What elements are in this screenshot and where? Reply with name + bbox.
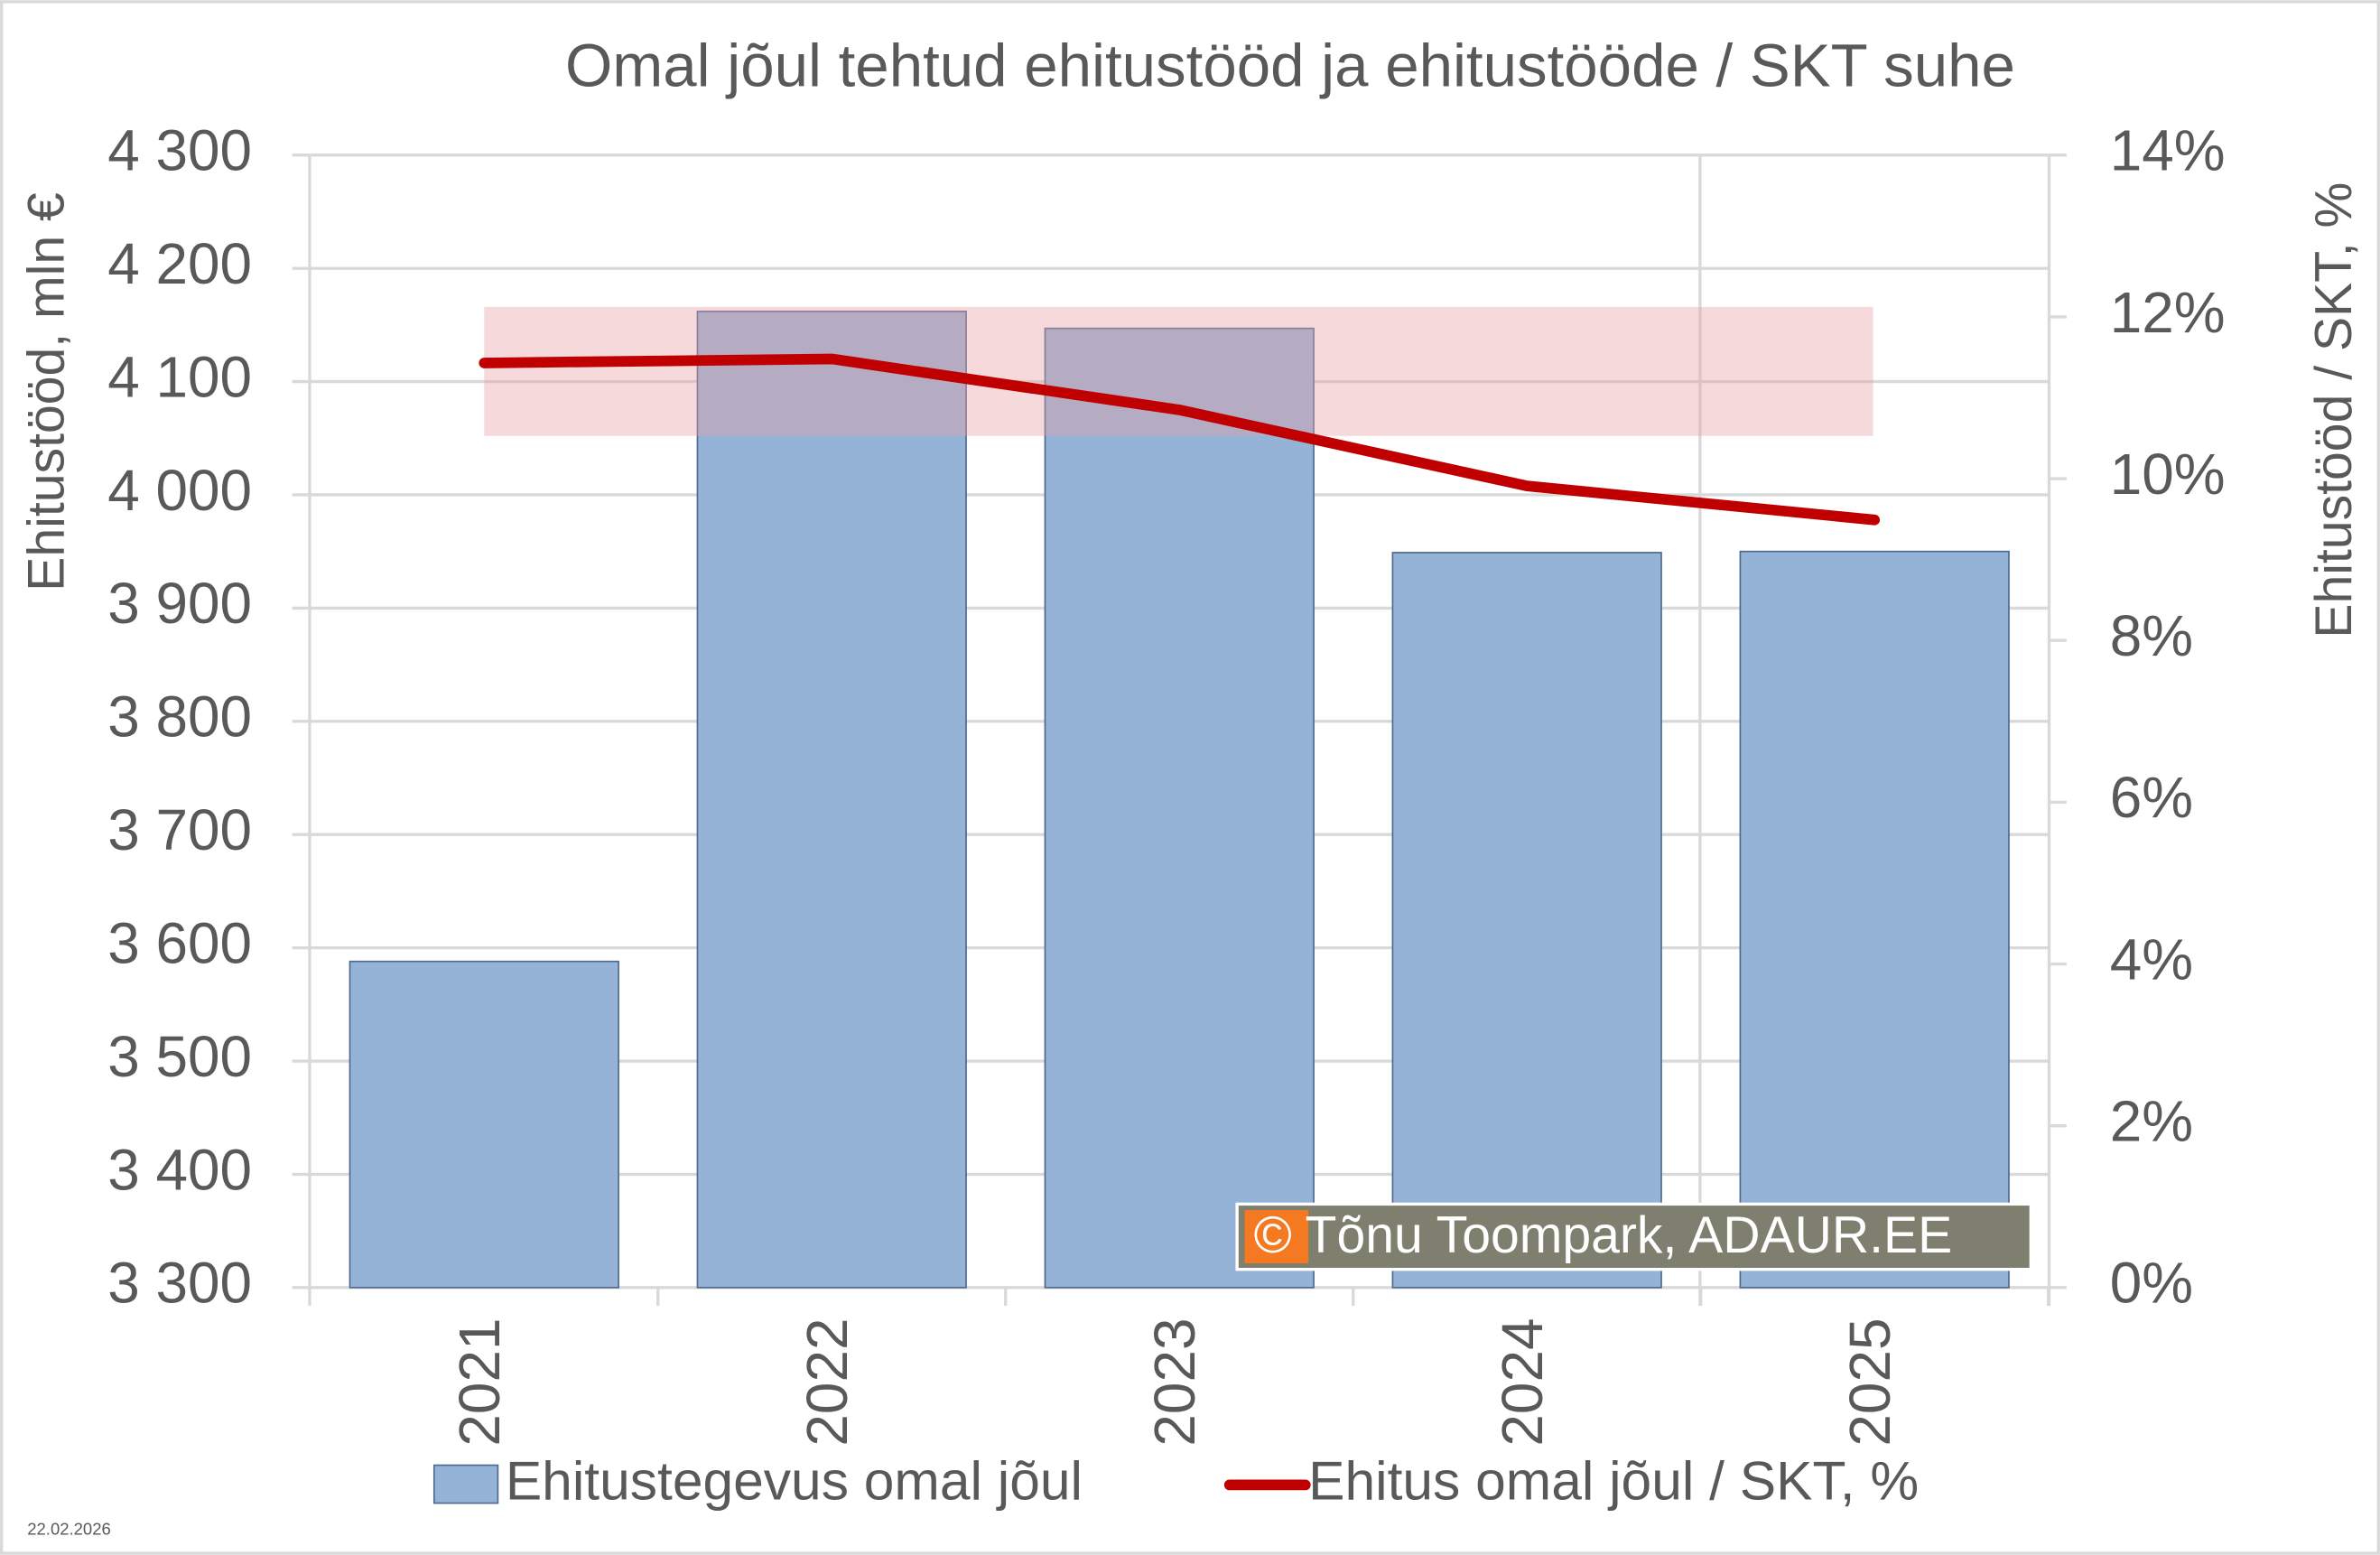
legend-swatch (432, 1464, 499, 1504)
watermark-box (1235, 1202, 2033, 1271)
y-tick-label: 3 700 (107, 797, 252, 862)
x-tick-label: 2023 (1142, 1318, 1207, 1446)
x-tick-label: 2025 (1837, 1318, 1902, 1446)
y2-axis-title: Ehitustööd / SKT, % (2305, 182, 2363, 638)
y-tick-label: 4 000 (107, 458, 252, 523)
watermark-icon (1244, 1210, 1309, 1263)
chart-title: Omal jõul tehtud ehitustööd ja ehitustöö… (565, 32, 2015, 99)
plot-area (349, 310, 2010, 1289)
y2-tick-label: 4% (2110, 926, 2193, 992)
y-tick-label: 4 200 (107, 231, 252, 296)
legend-label: Ehitus omal jõul / SKT, % (1308, 1449, 1919, 1511)
x-tick-label: 2021 (447, 1318, 512, 1446)
y-tick-label: 3 500 (107, 1024, 252, 1089)
watermark: © Tõnu Toompark, ADAUR.EE (1235, 1202, 2033, 1271)
y2-tick-label: 0% (2110, 1251, 2193, 1316)
y-tick-label: 4 100 (107, 344, 252, 409)
x-tick-label: 2024 (1490, 1318, 1555, 1446)
y2-tick-label: 2% (2110, 1089, 2193, 1154)
y2-tick-label: 6% (2110, 765, 2193, 830)
y2-tick-label: 8% (2110, 603, 2193, 668)
legend-label: Ehitustegevus omal jõul (506, 1449, 1083, 1511)
y-tick-label: 3 800 (107, 684, 252, 750)
bar (696, 310, 967, 1289)
y-tick-label: 3 600 (107, 910, 252, 975)
x-tick-label: 2022 (795, 1318, 860, 1446)
y2-tick-label: 10% (2110, 442, 2226, 507)
bar (1044, 327, 1315, 1289)
y2-tick-label: 14% (2110, 118, 2226, 183)
date-stamp: 22.02.2026 (27, 1520, 111, 1539)
line-layer (479, 353, 1881, 526)
y-tick-label: 3 400 (107, 1137, 252, 1202)
bar (1391, 552, 1662, 1289)
bar (1739, 550, 2010, 1289)
line (479, 353, 1881, 526)
y2-tick-label: 12% (2110, 280, 2226, 345)
highlight-band (484, 306, 1873, 436)
bar (349, 960, 619, 1289)
y-tick-label: 3 900 (107, 571, 252, 636)
legend: Ehitustegevus omal jõul Ehitus omal jõul… (432, 1449, 1919, 1511)
y-tick-label: 4 300 (107, 118, 252, 183)
y-axis-title: Ehitustööd, mln € (18, 192, 76, 591)
y-tick-label: 3 300 (107, 1251, 252, 1316)
watermark-text: © Tõnu Toompark, ADAUR.EE (1254, 1206, 1953, 1264)
